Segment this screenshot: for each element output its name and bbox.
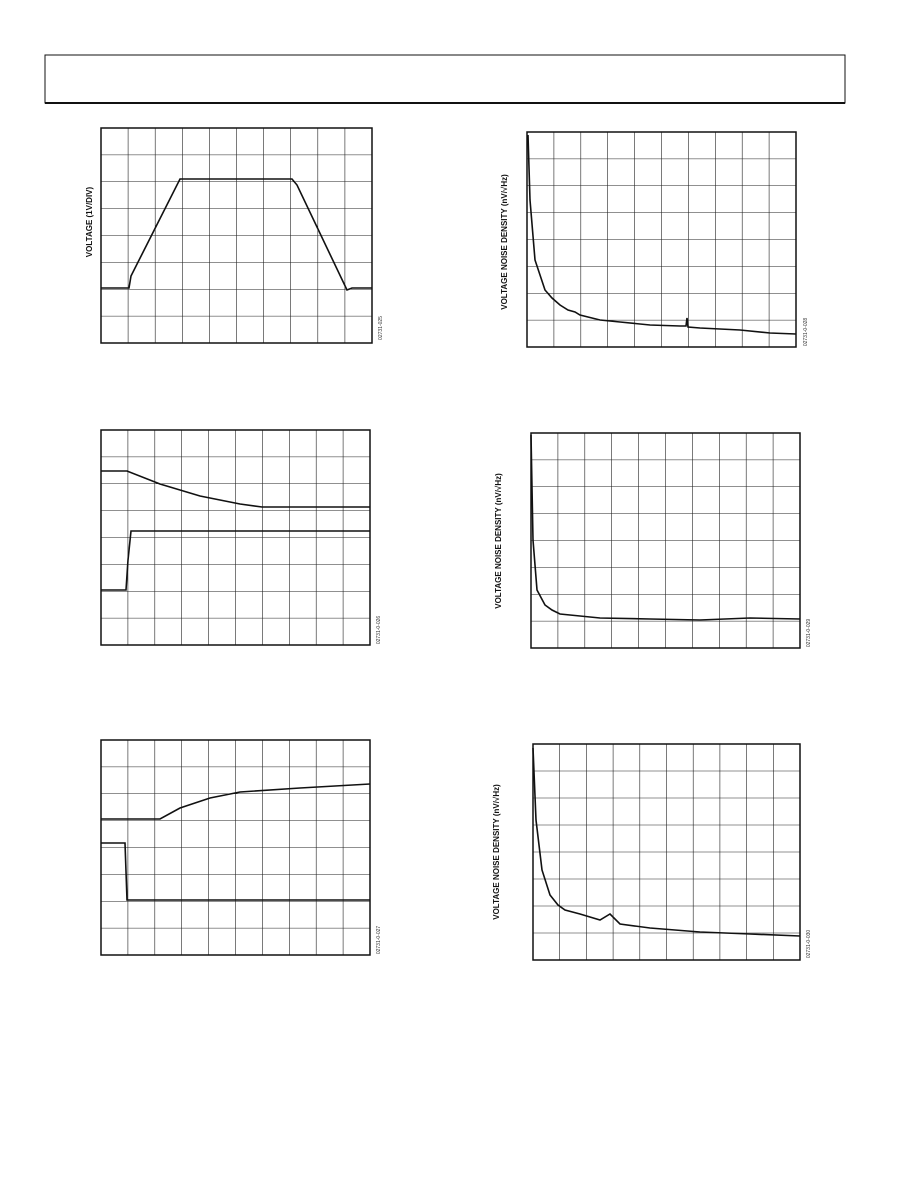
figure-code: 02731-0-026	[376, 616, 382, 645]
y-axis-label: VOLTAGE (1V/DIV)	[85, 186, 94, 257]
figure-code: 02731-0-028	[803, 318, 809, 347]
figure-code: 02731-0-027	[376, 926, 382, 955]
plot-frame	[100, 429, 371, 646]
plot-frame	[100, 127, 373, 344]
figure-code: 02731-0-030	[806, 930, 812, 959]
plot-frame	[100, 739, 371, 956]
plot-frame	[526, 131, 797, 348]
header-box	[44, 54, 846, 104]
trace	[101, 842, 370, 901]
y-axis-label: VOLTAGE NOISE DENSITY (nV/√Hz)	[494, 473, 503, 609]
figure-code: 02731-0-029	[806, 619, 812, 648]
trace	[101, 530, 370, 591]
trace	[101, 470, 370, 508]
trace	[530, 434, 801, 621]
trace	[101, 783, 371, 820]
trace	[532, 747, 801, 937]
trace	[101, 178, 372, 292]
plot-frame	[532, 743, 801, 961]
plot-frame	[530, 432, 801, 649]
y-axis-label: VOLTAGE NOISE DENSITY (nV/√Hz)	[500, 174, 509, 310]
plots	[100, 127, 801, 961]
trace	[527, 134, 797, 335]
y-axis-label: VOLTAGE NOISE DENSITY (nV/√Hz)	[492, 784, 501, 920]
figure-code: 02731-025	[378, 316, 384, 340]
